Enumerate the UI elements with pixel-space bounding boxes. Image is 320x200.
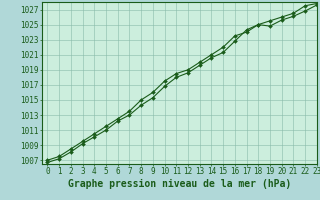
X-axis label: Graphe pression niveau de la mer (hPa): Graphe pression niveau de la mer (hPa) <box>68 179 291 189</box>
